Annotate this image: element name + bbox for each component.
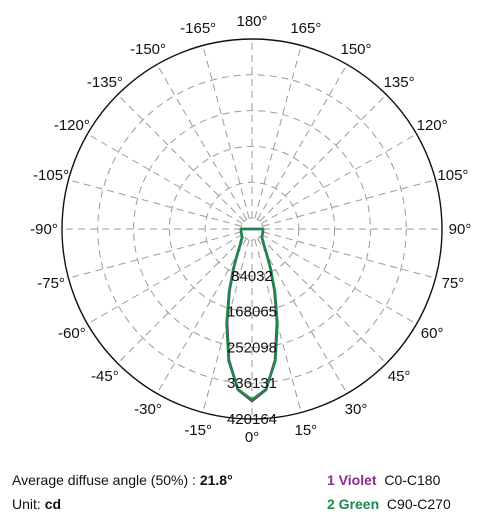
angle-label: -15°	[184, 422, 212, 439]
grid-spoke	[257, 238, 348, 394]
angle-label: 15°	[294, 422, 317, 439]
angle-label: 30°	[345, 401, 368, 418]
angle-label: -105°	[33, 167, 69, 184]
angle-label: -120°	[54, 117, 90, 134]
average-diffuse-angle-label: Average diffuse angle (50%) :	[12, 472, 200, 488]
angle-label: -45°	[91, 368, 119, 385]
series-line	[225, 227, 279, 402]
legend-item-violet: 1 Violet C0-C180	[327, 468, 451, 492]
radial-tick-label: 84032	[231, 268, 273, 285]
angle-label: -165°	[180, 20, 216, 37]
legend: 1 Violet C0-C180 2 Green C90-C270	[327, 468, 451, 516]
grid-circle	[133, 110, 371, 348]
legend-series-name: 1 Violet	[327, 472, 377, 488]
radial-tick-label: 336131	[227, 375, 277, 392]
angle-label: 90°	[449, 221, 472, 238]
angle-label: 75°	[442, 275, 465, 292]
grid-circle	[204, 181, 300, 277]
grid-spoke	[261, 234, 417, 325]
polar-grid	[61, 38, 443, 420]
legend-series-desc: C90-C270	[386, 496, 451, 512]
grid-spoke	[156, 238, 247, 394]
grid-spoke	[87, 234, 243, 325]
angle-label: -60°	[58, 325, 86, 342]
angle-label: 0°	[245, 429, 259, 446]
grid-spoke	[259, 236, 387, 364]
legend-item-green: 2 Green C90-C270	[327, 492, 451, 516]
grid-spoke	[261, 133, 417, 224]
angle-labels: 180° 165° 150° 135° 120° 105° 90° 75° 60° 45° 30° 1…	[30, 13, 471, 446]
grid-spoke	[117, 94, 245, 222]
grid-spoke	[202, 45, 250, 219]
angle-label: 105°	[437, 167, 468, 184]
grid-spoke	[262, 179, 436, 227]
polar-chart: 84032 168065 252098 336131 420164 180° 165° 15…	[30, 13, 471, 446]
grid-spoke	[156, 64, 247, 220]
grid-spoke	[87, 133, 243, 224]
angle-label: -90°	[30, 221, 58, 238]
angle-label: 165°	[290, 20, 321, 37]
angle-label: 150°	[340, 41, 371, 58]
polar-series	[225, 227, 279, 403]
angle-label: 45°	[388, 368, 411, 385]
footer-info: Average diffuse angle (50%) : 21.8° Unit…	[12, 468, 233, 516]
grid-spoke	[262, 231, 436, 279]
average-diffuse-angle-value: 21.8°	[199, 472, 233, 488]
angle-label: 135°	[384, 74, 415, 91]
grid-spoke	[257, 64, 348, 220]
radial-tick-label: 420164	[227, 411, 277, 428]
radial-tick-label: 252098	[227, 339, 277, 356]
unit-label: Unit:	[12, 496, 45, 512]
unit-row: Unit: cd	[12, 492, 233, 516]
grid-spoke	[117, 236, 245, 364]
angle-label: 60°	[421, 325, 444, 342]
angle-label: -150°	[130, 41, 166, 58]
radial-tick-label: 168065	[227, 304, 277, 321]
grid-spoke	[68, 179, 242, 227]
average-diffuse-angle-row: Average diffuse angle (50%) : 21.8°	[12, 468, 233, 492]
grid-circle	[168, 145, 336, 313]
grid-spoke	[259, 94, 387, 222]
outer-circle	[61, 38, 443, 420]
angle-label: -135°	[87, 74, 123, 91]
legend-series-desc: C0-C180	[384, 472, 441, 488]
angle-label: -30°	[134, 401, 162, 418]
grid-spoke	[68, 231, 242, 279]
angle-label: -75°	[37, 275, 65, 292]
legend-series-name: 2 Green	[327, 496, 380, 512]
angle-label: 180°	[236, 13, 267, 30]
radial-tick-labels: 84032 168065 252098 336131 420164	[227, 268, 277, 428]
angle-label: 120°	[417, 117, 448, 134]
grid-spoke	[254, 45, 302, 219]
grid-circle	[97, 74, 407, 384]
unit-value: cd	[44, 496, 62, 512]
